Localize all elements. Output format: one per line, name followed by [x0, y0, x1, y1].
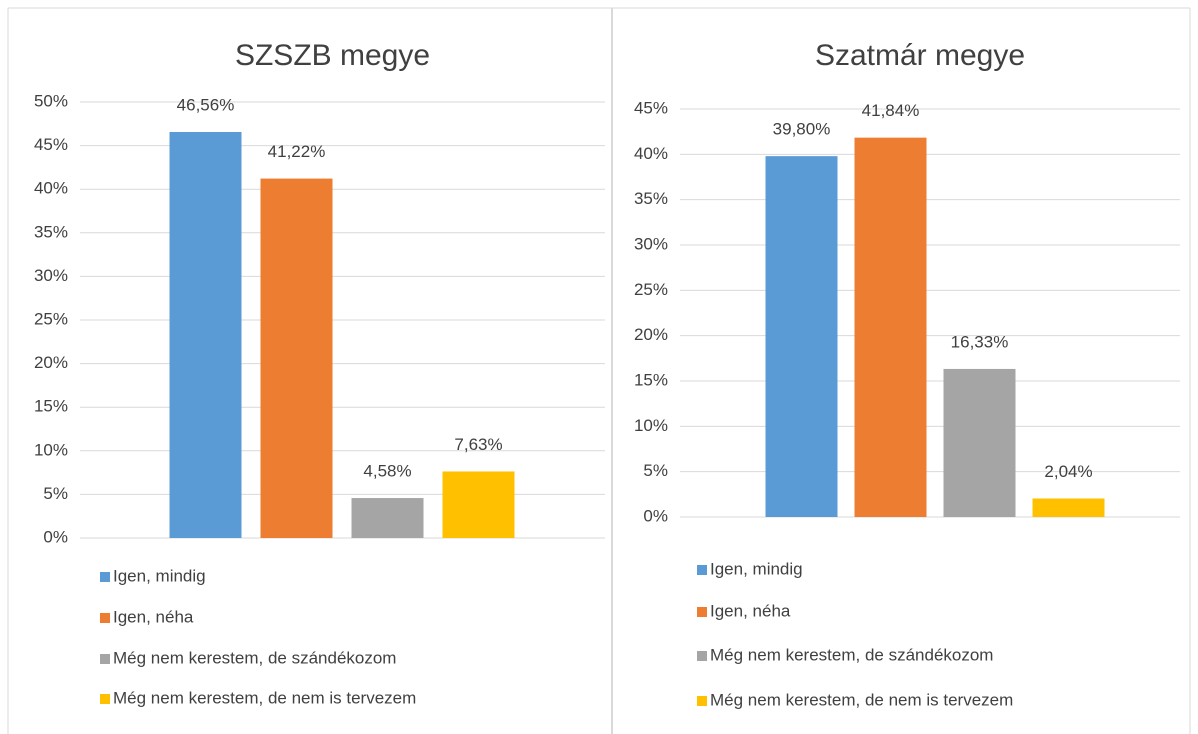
y-tick-label: 5%	[43, 484, 68, 503]
y-tick-label: 45%	[34, 135, 68, 154]
legend-swatch	[697, 696, 707, 706]
bar	[1032, 498, 1105, 517]
bar	[854, 137, 927, 517]
chart-title: Szatmár megye	[815, 39, 1025, 72]
data-label: 46,56%	[177, 95, 235, 114]
data-label: 16,33%	[951, 332, 1009, 351]
legend-label: Igen, néha	[710, 601, 791, 620]
legend-swatch	[100, 613, 110, 623]
bar	[943, 368, 1016, 517]
legend-swatch	[100, 694, 110, 704]
data-label: 2,04%	[1044, 462, 1092, 481]
y-tick-label: 5%	[643, 461, 668, 480]
legend-label: Még nem kerestem, de nem is tervezem	[113, 688, 416, 707]
y-tick-label: 0%	[43, 527, 68, 546]
legend-label: Még nem kerestem, de nem is tervezem	[710, 690, 1013, 709]
y-tick-label: 35%	[634, 189, 668, 208]
y-tick-label: 50%	[34, 91, 68, 110]
legend-swatch	[100, 654, 110, 664]
legend-swatch	[100, 572, 110, 582]
data-label: 7,63%	[454, 435, 502, 454]
y-tick-label: 40%	[34, 179, 68, 198]
y-tick-label: 25%	[634, 280, 668, 299]
y-tick-label: 15%	[34, 397, 68, 416]
bar	[351, 498, 424, 538]
data-label: 4,58%	[363, 462, 411, 481]
y-tick-label: 0%	[643, 506, 668, 525]
y-tick-label: 30%	[634, 234, 668, 253]
legend-swatch	[697, 607, 707, 617]
legend-label: Még nem kerestem, de szándékozom	[113, 648, 396, 667]
legend-swatch	[697, 651, 707, 661]
y-tick-label: 35%	[34, 222, 68, 241]
y-tick-label: 15%	[634, 370, 668, 389]
y-tick-label: 20%	[634, 325, 668, 344]
legend-label: Igen, mindig	[113, 566, 206, 585]
bar	[169, 131, 242, 538]
bar	[442, 471, 515, 538]
y-tick-label: 25%	[34, 309, 68, 328]
legend-label: Igen, mindig	[710, 559, 803, 578]
data-label: 39,80%	[773, 120, 831, 139]
legend-label: Igen, néha	[113, 607, 194, 626]
legend-label: Még nem kerestem, de szándékozom	[710, 645, 993, 664]
y-tick-label: 45%	[634, 98, 668, 117]
y-tick-label: 10%	[34, 440, 68, 459]
y-tick-label: 40%	[634, 144, 668, 163]
bar	[765, 156, 838, 517]
data-label: 41,22%	[268, 142, 326, 161]
y-tick-label: 20%	[34, 353, 68, 372]
y-tick-label: 30%	[34, 266, 68, 285]
legend-swatch	[697, 565, 707, 575]
chart-title: SZSZB megye	[235, 39, 430, 72]
data-label: 41,84%	[862, 101, 920, 120]
y-tick-label: 10%	[634, 416, 668, 435]
bar	[260, 178, 333, 539]
